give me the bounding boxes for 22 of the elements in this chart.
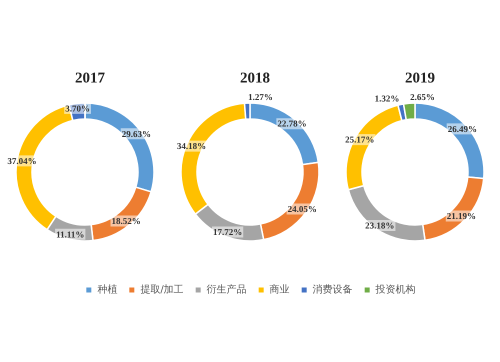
data-label: 2.65%: [410, 92, 435, 102]
data-label: 18.52%: [112, 216, 141, 226]
legend-label: 衍生产品: [206, 284, 247, 296]
legend-label: 提取/加工: [140, 284, 184, 296]
data-label: 22.78%: [277, 118, 307, 129]
data-label: 17.72%: [212, 226, 242, 237]
legend-label: 消费设备: [312, 284, 353, 296]
data-label: 24.05%: [288, 204, 317, 214]
data-label: 1.32%: [374, 94, 400, 104]
legend-label: 种植: [97, 284, 118, 296]
data-label: 26.49%: [448, 124, 477, 134]
chart-title: 2018: [240, 70, 270, 86]
chart-title: 2017: [75, 70, 106, 86]
data-label: 3.70%: [65, 103, 90, 114]
legend-label: 商业: [270, 284, 290, 296]
chart-title: 2019: [405, 70, 435, 86]
data-label: 29.63%: [122, 128, 151, 139]
data-label: 23.18%: [365, 220, 394, 230]
data-label: 21.19%: [446, 211, 476, 222]
data-label: 11.11%: [56, 229, 84, 240]
data-label: 1.27%: [248, 92, 273, 102]
legend-label: 投资机构: [374, 284, 416, 296]
